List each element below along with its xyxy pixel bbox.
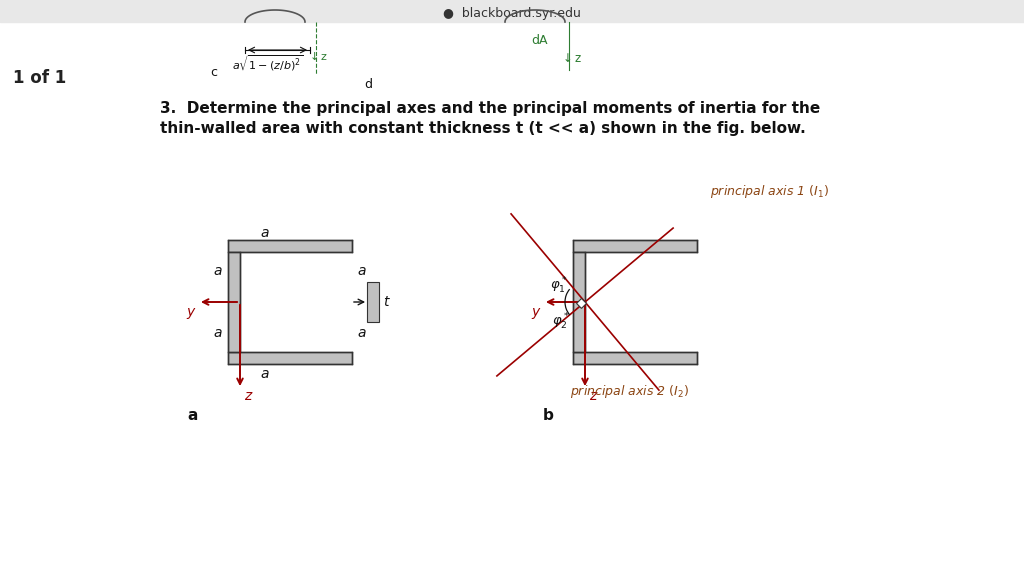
Text: principal axis 1 $(I_1)$: principal axis 1 $(I_1)$ bbox=[710, 183, 829, 201]
Text: $\downarrow$z: $\downarrow$z bbox=[560, 52, 582, 65]
Bar bbox=[367, 282, 379, 322]
Text: a: a bbox=[261, 226, 269, 240]
Text: a: a bbox=[357, 264, 367, 278]
Text: a: a bbox=[214, 326, 222, 340]
Text: $\downarrow$z: $\downarrow$z bbox=[307, 50, 329, 62]
Text: y: y bbox=[186, 305, 195, 319]
Text: a: a bbox=[214, 264, 222, 278]
Text: a: a bbox=[357, 326, 367, 340]
Text: c: c bbox=[211, 66, 217, 80]
Bar bbox=[577, 299, 587, 308]
Text: d: d bbox=[364, 79, 372, 92]
Text: z: z bbox=[245, 389, 252, 403]
Text: a: a bbox=[261, 367, 269, 381]
Bar bbox=[228, 352, 352, 364]
Bar bbox=[0, 0, 1024, 22]
Text: 1 of 1: 1 of 1 bbox=[13, 69, 67, 87]
Text: z: z bbox=[590, 389, 597, 403]
Bar bbox=[573, 352, 697, 364]
Text: dA: dA bbox=[531, 33, 548, 46]
Text: $a\sqrt{1-(z/b)^2}$: $a\sqrt{1-(z/b)^2}$ bbox=[232, 53, 303, 73]
Text: y: y bbox=[530, 305, 539, 319]
Text: b: b bbox=[543, 409, 553, 423]
Text: $\varphi_1^*$: $\varphi_1^*$ bbox=[550, 276, 567, 296]
Text: thin-walled area with constant thickness t (t << a) shown in the fig. below.: thin-walled area with constant thickness… bbox=[160, 120, 806, 135]
Text: 3.  Determine the principal axes and the principal moments of inertia for the: 3. Determine the principal axes and the … bbox=[160, 100, 820, 116]
Text: a: a bbox=[187, 409, 199, 423]
Text: ●  blackboard.syr.edu: ● blackboard.syr.edu bbox=[443, 6, 581, 19]
Text: t: t bbox=[383, 295, 388, 309]
Bar bbox=[228, 240, 352, 252]
Text: principal axis 2 $(I_2)$: principal axis 2 $(I_2)$ bbox=[570, 383, 689, 401]
Bar bbox=[573, 252, 585, 352]
Text: $\varphi_2^*$: $\varphi_2^*$ bbox=[552, 312, 569, 332]
Bar bbox=[228, 252, 240, 352]
Bar bbox=[573, 240, 697, 252]
